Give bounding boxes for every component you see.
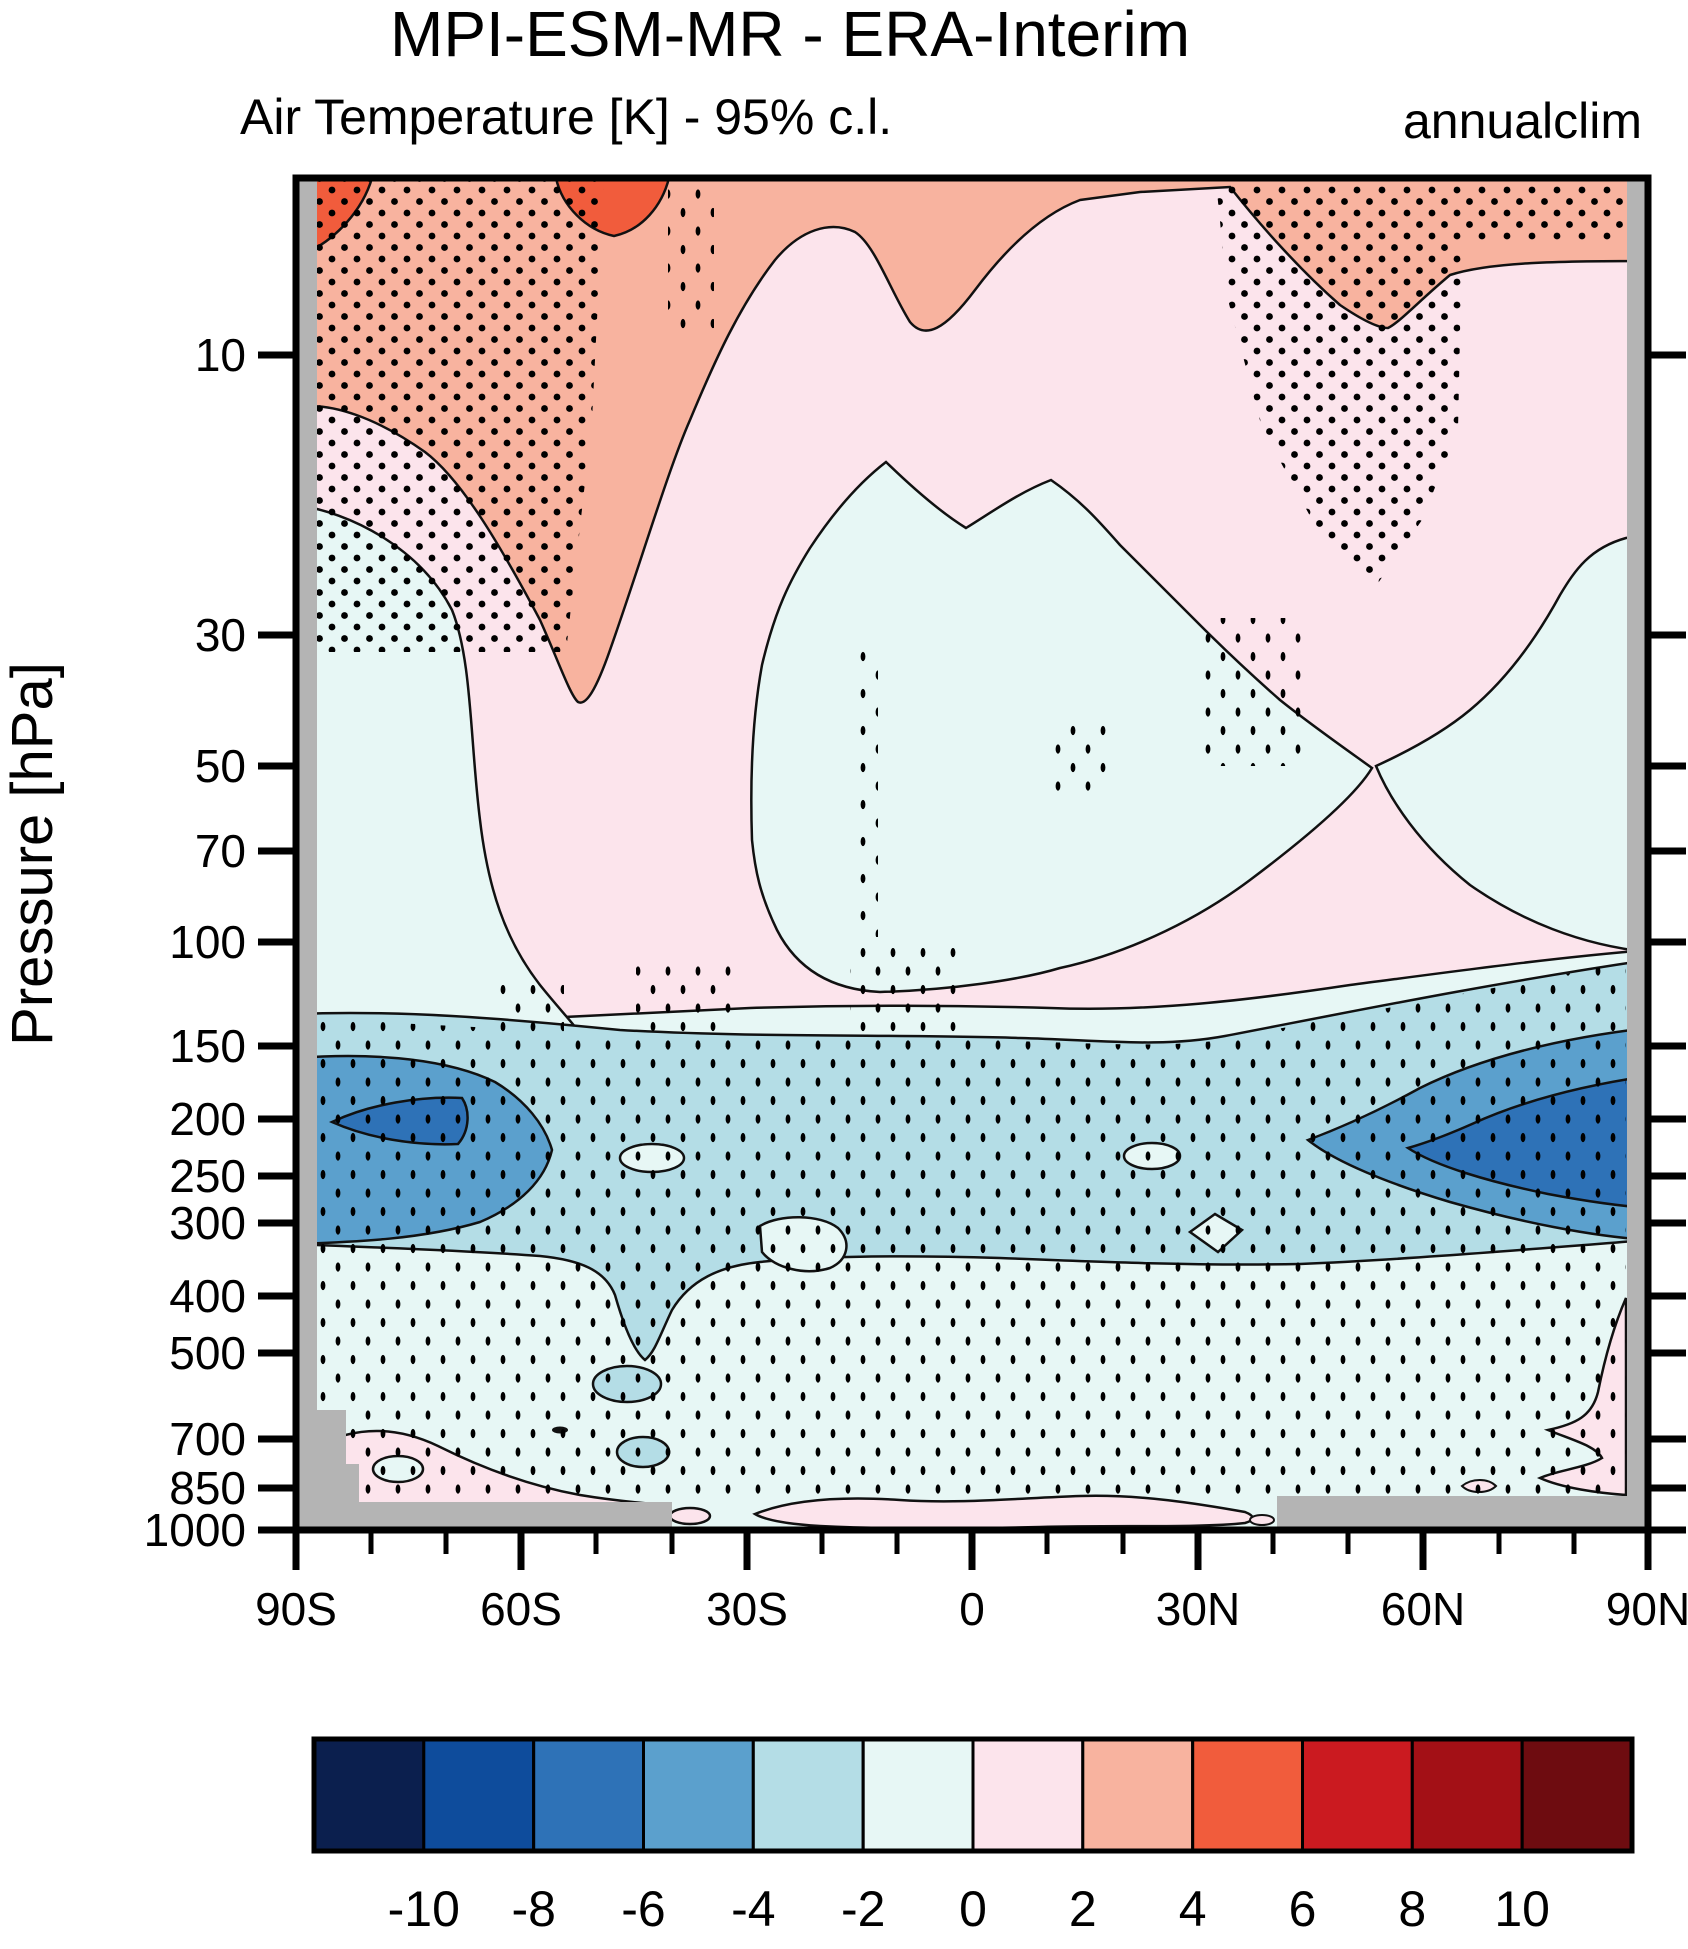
y-tick-label: 10: [195, 329, 246, 381]
y-tick-label: 300: [169, 1197, 246, 1249]
colorbar-label: 0: [959, 1881, 987, 1937]
y-tick-label: 250: [169, 1150, 246, 1202]
y-tick-labels: 10 30 50 70 100 150 200 250 300 400 500 …: [144, 329, 246, 1556]
colorbar: -10 -8 -6 -4 -2 0 2 4 6 8 10: [311, 1736, 1635, 1937]
colorbar-cell: [1191, 1737, 1304, 1853]
colorbar-border: [311, 1736, 1635, 1854]
colorbar-cell: [971, 1737, 1085, 1853]
y-tick-label: 150: [169, 1020, 246, 1072]
x-tick-label: 90S: [255, 1583, 337, 1635]
x-tick-label: 30N: [1156, 1583, 1240, 1635]
colorbar-label: -6: [621, 1881, 665, 1937]
x-tick-label: 60N: [1381, 1583, 1465, 1635]
y-tick-label: 1000: [144, 1504, 246, 1556]
colorbar-cell: [422, 1737, 536, 1853]
colorbar-cell: [1081, 1737, 1195, 1853]
pressure-axis-label: Pressure [hPa]: [0, 662, 65, 1046]
y-tick-label: 50: [195, 740, 246, 792]
colorbar-cell: [312, 1737, 426, 1853]
colorbar-label: 4: [1179, 1881, 1207, 1937]
colorbar-labels: -10 -8 -6 -4 -2 0 2 4 6 8 10: [388, 1881, 1550, 1937]
colorbar-label: 2: [1069, 1881, 1097, 1937]
y-tick-label: 500: [169, 1327, 246, 1379]
x-tick-labels: 90S 60S 30S 0 30N 60N 90N: [255, 1583, 1688, 1635]
region-surface-warm-center: [752, 1494, 1254, 1530]
x-tick-label: 30S: [706, 1583, 788, 1635]
colorbar-label: -8: [511, 1881, 555, 1937]
topography-mask: [296, 178, 1648, 1530]
x-axis-ticks: [292, 1530, 1652, 1570]
stipple-overlay: [317, 180, 1626, 1496]
colorbar-label: 6: [1289, 1881, 1317, 1937]
y-tick-label: 200: [169, 1093, 246, 1145]
y-tick-label: 700: [169, 1413, 246, 1465]
colorbar-cell: [1301, 1737, 1414, 1853]
y-axis-ticks: [258, 351, 1686, 1534]
colorbar-label: -4: [731, 1881, 775, 1937]
colorbar-cell: [532, 1737, 646, 1853]
colorbar-label: -10: [388, 1881, 460, 1937]
x-tick-label: 0: [959, 1583, 985, 1635]
region-surface-warm-lens: [668, 1506, 712, 1526]
y-tick-label: 850: [169, 1462, 246, 1514]
colorbar-cell: [861, 1737, 975, 1853]
y-tick-label: 30: [195, 609, 246, 661]
x-tick-label: 90N: [1606, 1583, 1688, 1635]
region-right-cool: [1374, 533, 1648, 954]
contour-field: [296, 178, 1648, 1530]
y-tick-label: 100: [169, 916, 246, 968]
colorbar-cell: [751, 1737, 865, 1853]
colorbar-label: -2: [841, 1881, 885, 1937]
figure-subtitle: Air Temperature [K] - 95% c.l.: [240, 89, 892, 145]
colorbar-cell: [642, 1737, 755, 1853]
y-tick-label: 70: [195, 825, 246, 877]
colorbar-cell: [1410, 1737, 1524, 1853]
region-surface-warm-sliver: [1249, 1514, 1275, 1526]
colorbar-label: 8: [1398, 1881, 1426, 1937]
x-tick-label: 60S: [480, 1583, 562, 1635]
colorbar-label: 10: [1494, 1881, 1550, 1937]
colorbar-cell: [1520, 1737, 1634, 1853]
season-stamp: annualclim: [1403, 93, 1642, 149]
figure-title: MPI-ESM-MR - ERA-Interim: [390, 0, 1190, 70]
y-tick-label: 400: [169, 1270, 246, 1322]
